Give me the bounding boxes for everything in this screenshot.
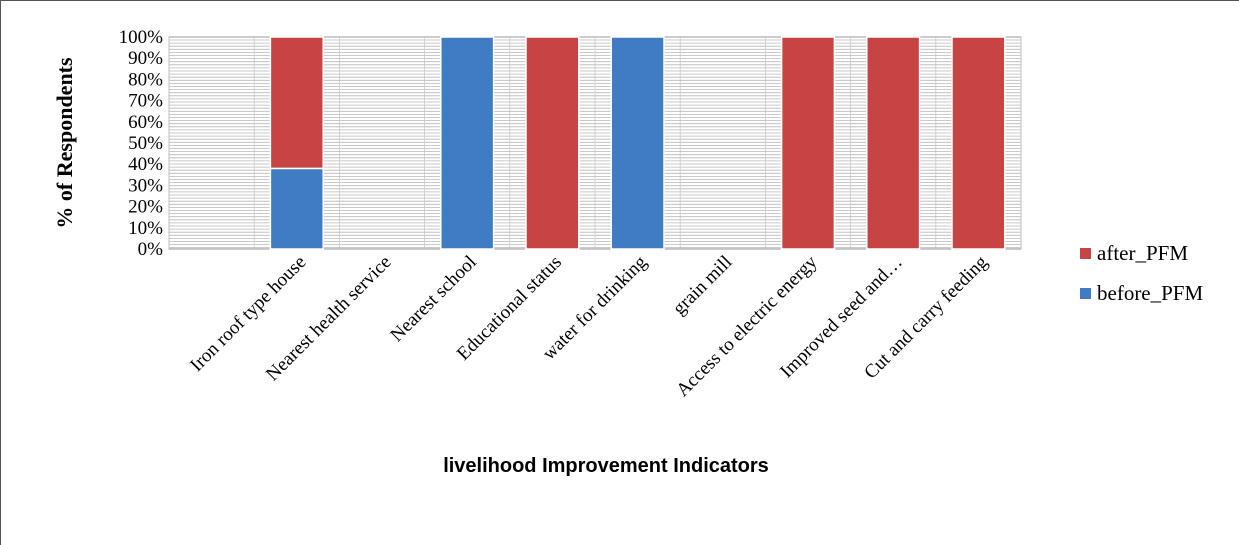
bar-after_PFM-4 [525,36,580,250]
x-axis-label: livelihood Improvement Indicators [443,455,769,477]
y-tick-label: 30% [128,175,163,196]
y-axis-ticks: 0%10%20%30%40%50%60%70%80%90%100% [119,27,164,260]
legend-swatch-after_PFM [1080,248,1091,259]
y-tick-label: 100% [119,27,164,48]
y-axis-label: % of Respondents [52,57,77,229]
y-tick-label: 80% [128,69,163,90]
bar-after_PFM-7 [780,36,836,250]
y-tick-label: 70% [128,91,163,112]
x-tick-label: Nearest school [386,252,480,346]
y-tick-label: 90% [128,48,163,69]
y-tick-label: 60% [128,112,163,133]
legend: after_PFM before_PFM [1080,241,1203,305]
y-tick-label: 20% [128,197,163,218]
y-tick-label: 50% [128,133,163,154]
legend-swatch-before_PFM [1080,288,1091,299]
bar-after_PFM-8 [866,36,921,250]
y-tick-label: 0% [138,239,164,260]
bar-before_PFM-5 [610,36,665,250]
y-tick-label: 10% [128,218,163,239]
x-tick-label: Access to electric energy [672,251,822,401]
bar-after_PFM-1 [269,36,324,170]
bar-before_PFM-1 [269,167,324,250]
bar-before_PFM-3 [440,36,495,250]
x-tick-label: grain mill [669,252,736,319]
legend-label-before_PFM: before_PFM [1097,281,1203,305]
bars [269,36,1006,250]
bar-after_PFM-9 [951,36,1006,250]
y-tick-label: 40% [128,154,163,175]
legend-label-after_PFM: after_PFM [1097,241,1188,265]
